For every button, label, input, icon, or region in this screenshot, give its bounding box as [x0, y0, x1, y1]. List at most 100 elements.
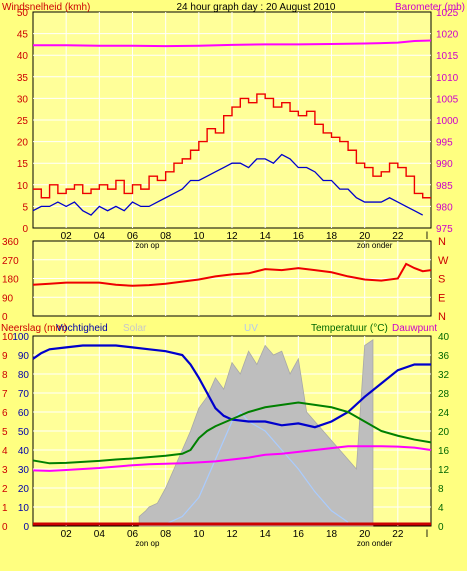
solar-layer	[138, 339, 374, 527]
wind-direction-line	[32, 262, 432, 287]
rain-tick-label: 0	[2, 522, 8, 533]
barometer-tick-label: 980	[436, 202, 453, 213]
sunrise-label: zon op	[135, 539, 160, 548]
temperature-tick-label: 8	[438, 484, 444, 495]
dewpoint-line	[32, 445, 432, 472]
humidity-tick-label: 40	[18, 446, 30, 457]
wind-tick-label: 20	[17, 138, 29, 149]
temperature-tick-label: 16	[438, 446, 450, 457]
rain-tick-label: 2	[2, 484, 8, 495]
x-tick-label: 20	[359, 231, 371, 242]
x-tick-label: l	[426, 231, 428, 242]
wind-tick-label: 30	[17, 94, 29, 105]
barometer-tick-label: 990	[436, 159, 453, 170]
barometer-tick-label: 1000	[436, 116, 459, 127]
barometer-line	[33, 39, 432, 48]
rain-axis-label: Neerslag (mm)	[1, 323, 67, 334]
sunrise-label: zon op	[135, 241, 160, 250]
uv-label: UV	[244, 323, 258, 334]
compass-tick-label: W	[438, 255, 449, 267]
x-tick-label: 22	[392, 529, 404, 540]
temperature-tick-label: 0	[438, 522, 444, 533]
x-tick-label: 16	[293, 529, 305, 540]
barometer-tick-label: 1010	[436, 73, 459, 84]
wind-gust-line	[33, 93, 431, 199]
compass-tick-label: N	[438, 311, 446, 323]
axis-layer: 5045403530252015105010251020101510101005…	[2, 8, 459, 548]
sunset-label: zon onder	[357, 241, 393, 250]
humidity-tick-label: 90	[18, 351, 30, 362]
x-tick-label: 08	[160, 529, 172, 540]
x-tick-label: 14	[260, 529, 272, 540]
x-tick-label: 12	[226, 231, 238, 242]
solar-area	[138, 339, 374, 527]
barometer-tick-label: 1020	[436, 30, 459, 41]
wind-tick-label: 50	[17, 8, 29, 19]
x-tick-label: 02	[61, 231, 73, 242]
direction-tick-label: 360	[2, 237, 19, 248]
x-tick-label: 14	[260, 231, 272, 242]
barometer-tick-label: 1025	[436, 8, 459, 19]
x-tick-label: 16	[293, 231, 305, 242]
wind-tick-label: 40	[17, 51, 29, 62]
x-tick-label: 12	[226, 529, 238, 540]
rain-tick-label: 7	[2, 389, 8, 400]
wind-tick-label: 5	[22, 202, 28, 213]
barometer-tick-label: 1005	[436, 94, 459, 105]
wind-axis-label: Windsnelheid (kmh)	[2, 2, 90, 13]
barometer-tick-label: 995	[436, 138, 453, 149]
chart-title: 24 hour graph day : 20 August 2010	[176, 2, 335, 13]
wind-tick-label: 0	[22, 224, 28, 235]
humidity-axis-label: Vochtigheid	[56, 323, 108, 334]
rain-tick-label: 1	[2, 503, 8, 514]
temperature-axis-label: Temperatuur (°C)	[311, 323, 388, 334]
humidity-tick-label: 60	[18, 408, 30, 419]
compass-tick-label: E	[438, 292, 445, 304]
x-tick-label: 10	[193, 529, 205, 540]
wind-tick-label: 45	[17, 30, 29, 41]
x-tick-label: 06	[127, 529, 139, 540]
x-tick-label: 18	[326, 529, 338, 540]
barometer-tick-label: 1015	[436, 51, 459, 62]
wind-average-line	[32, 153, 424, 216]
temperature-tick-label: 4	[438, 503, 444, 514]
x-tick-label: 20	[359, 529, 371, 540]
wind-tick-label: 10	[17, 181, 29, 192]
direction-tick-label: 180	[2, 275, 19, 286]
x-tick-label: 04	[94, 529, 106, 540]
humidity-tick-label: 0	[23, 522, 29, 533]
rain-tick-label: 8	[2, 370, 8, 381]
rain-tick-label: 5	[2, 427, 8, 438]
compass-tick-label: S	[438, 274, 445, 286]
humidity-tick-label: 80	[18, 370, 30, 381]
wind-tick-label: 15	[17, 159, 29, 170]
rain-tick-label: 3	[2, 465, 8, 476]
x-tick-label: 18	[326, 231, 338, 242]
direction-tick-label: 270	[2, 256, 19, 267]
temperature-tick-label: 28	[438, 389, 450, 400]
wind-tick-label: 35	[17, 73, 29, 84]
barometer-axis-label: Barometer (mb)	[395, 2, 465, 13]
series-layer	[32, 39, 432, 526]
humidity-line	[32, 344, 431, 429]
x-tick-label: l	[426, 529, 428, 540]
temperature-tick-label: 36	[438, 351, 450, 362]
direction-tick-label: 0	[2, 312, 8, 323]
rain-tick-label: 4	[2, 446, 8, 457]
direction-tick-label: 90	[2, 293, 14, 304]
dewpoint-axis-label: Dauwpunt	[392, 323, 437, 334]
humidity-tick-label: 50	[18, 427, 30, 438]
temperature-tick-label: 12	[438, 465, 450, 476]
temperature-line	[32, 401, 432, 465]
humidity-tick-label: 10	[18, 503, 30, 514]
humidity-tick-label: 20	[18, 484, 30, 495]
compass-tick-label: N	[438, 236, 446, 248]
humidity-tick-label: 100	[12, 332, 29, 343]
temperature-tick-label: 40	[438, 332, 450, 343]
temperature-tick-label: 24	[438, 408, 450, 419]
humidity-tick-label: 70	[18, 389, 30, 400]
humidity-tick-label: 30	[18, 465, 30, 476]
x-tick-label: 08	[160, 231, 172, 242]
